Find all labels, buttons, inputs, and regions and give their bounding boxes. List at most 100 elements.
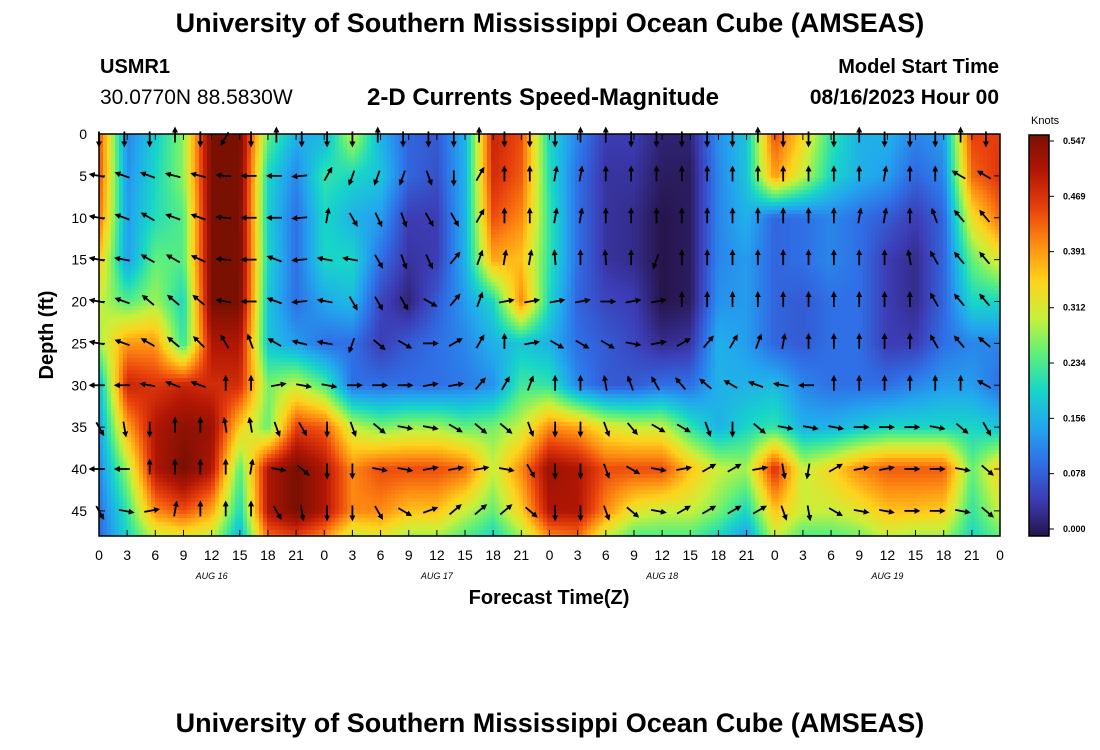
heat-cell — [143, 142, 147, 146]
heat-cell — [819, 138, 823, 142]
heat-cell — [271, 142, 275, 146]
heat-cell — [551, 158, 555, 162]
heat-cell — [851, 158, 855, 162]
heat-cell — [811, 154, 815, 158]
heat-cell — [279, 146, 283, 150]
heat-cell — [591, 158, 595, 162]
heat-cell — [143, 154, 147, 158]
heat-cell — [175, 154, 179, 158]
heat-cell — [759, 158, 763, 162]
heat-cell — [171, 150, 175, 154]
heat-cell — [583, 150, 587, 154]
heat-cell — [851, 142, 855, 146]
heat-cell — [779, 142, 783, 146]
heat-cell — [659, 138, 663, 142]
heat-cell — [635, 158, 639, 162]
heat-cell — [923, 142, 927, 146]
heat-cell — [415, 142, 419, 146]
heat-cell — [919, 138, 923, 142]
heat-cell — [411, 158, 415, 162]
heat-cell — [759, 154, 763, 158]
heat-cell — [875, 150, 879, 154]
heat-cell — [971, 154, 975, 158]
heat-cell — [715, 158, 719, 162]
heat-cell — [855, 142, 859, 146]
heat-cell — [979, 154, 983, 158]
heat-cell — [415, 158, 419, 162]
heat-cell — [295, 146, 299, 150]
heat-cell — [895, 158, 899, 162]
heat-cell — [615, 158, 619, 162]
heat-cell — [271, 158, 275, 162]
heat-cell — [259, 138, 263, 142]
heat-cell — [211, 158, 215, 162]
heat-cell — [799, 158, 803, 162]
heat-cell — [967, 158, 971, 162]
heat-cell — [371, 154, 375, 158]
heat-cell — [791, 138, 795, 142]
heat-cell — [339, 146, 343, 150]
heat-cell — [691, 138, 695, 142]
heat-cell — [171, 146, 175, 150]
heat-cell — [219, 158, 223, 162]
heat-cell — [283, 138, 287, 142]
heat-cell — [691, 142, 695, 146]
heat-cell — [111, 158, 115, 162]
heat-cell — [679, 146, 683, 150]
heat-cell — [431, 146, 435, 150]
heat-cell — [591, 142, 595, 146]
heat-cell — [595, 158, 599, 162]
heat-cell — [947, 150, 951, 154]
heat-cell — [455, 146, 459, 150]
heat-cell — [275, 146, 279, 150]
heat-cell — [703, 158, 707, 162]
heat-cell — [491, 150, 495, 154]
heat-cell — [991, 154, 995, 158]
heat-cell — [259, 150, 263, 154]
heat-cell — [283, 154, 287, 158]
heat-cell — [635, 142, 639, 146]
heat-cell — [371, 146, 375, 150]
heat-cell — [603, 146, 607, 150]
heat-cell — [243, 158, 247, 162]
heat-cell — [303, 162, 307, 166]
heat-cell — [395, 158, 399, 162]
heat-cell — [663, 138, 667, 142]
heat-cell — [311, 150, 315, 154]
heat-cell — [571, 138, 575, 142]
heat-cell — [551, 146, 555, 150]
heat-cell — [787, 138, 791, 142]
heat-cell — [883, 150, 887, 154]
heat-cell — [927, 158, 931, 162]
heat-cell — [235, 154, 239, 158]
heat-cell — [115, 162, 119, 166]
heat-cell — [563, 150, 567, 154]
heat-cell — [703, 154, 707, 158]
heat-cell — [215, 142, 219, 146]
heat-cell — [623, 146, 627, 150]
heat-cell — [955, 142, 959, 146]
heat-cell — [551, 154, 555, 158]
heat-cell — [979, 146, 983, 150]
heat-cell — [723, 158, 727, 162]
heat-cell — [675, 158, 679, 162]
heat-cell — [651, 154, 655, 158]
heat-cell — [107, 146, 111, 150]
heat-cell — [755, 158, 759, 162]
heat-cell — [483, 154, 487, 158]
heat-cell — [563, 158, 567, 162]
heat-cell — [591, 150, 595, 154]
heat-cell — [423, 146, 427, 150]
heat-cell — [163, 138, 167, 142]
heat-cell — [547, 158, 551, 162]
heat-cell — [835, 138, 839, 142]
heat-cell — [679, 154, 683, 158]
heat-cell — [591, 154, 595, 158]
heat-cell — [927, 142, 931, 146]
heat-cell — [915, 150, 919, 154]
heat-cell — [787, 158, 791, 162]
heat-cell — [147, 154, 151, 158]
heat-cell — [151, 150, 155, 154]
heat-cell — [775, 142, 779, 146]
heat-cell — [139, 138, 143, 142]
